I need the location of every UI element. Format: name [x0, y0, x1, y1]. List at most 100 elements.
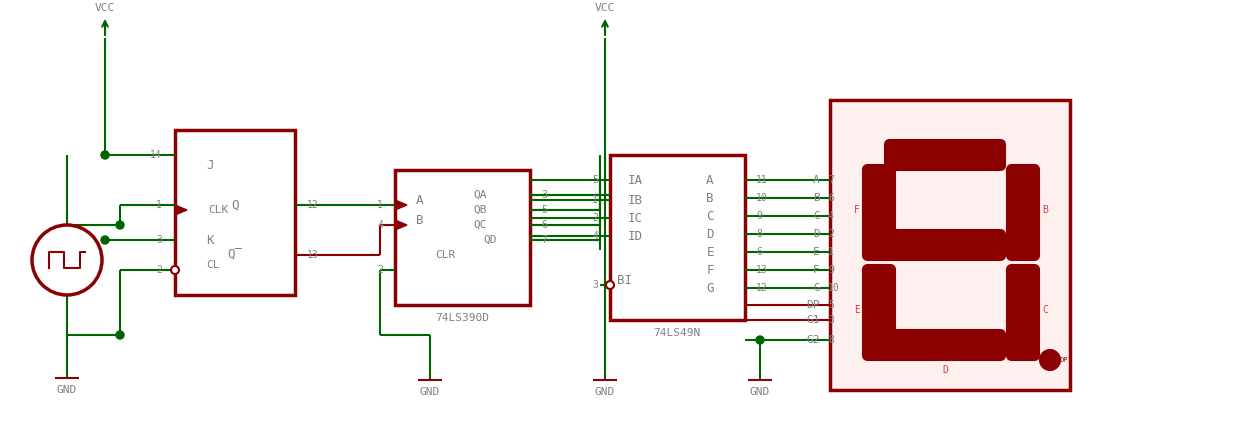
Polygon shape	[396, 200, 407, 210]
Text: E: E	[854, 305, 860, 315]
FancyBboxPatch shape	[830, 100, 1070, 390]
Text: 6: 6	[756, 247, 761, 257]
Text: 3: 3	[592, 280, 598, 290]
Text: 2: 2	[377, 265, 383, 275]
Text: G2: G2	[806, 335, 820, 345]
Text: A: A	[814, 175, 820, 185]
Circle shape	[116, 331, 124, 339]
Text: F: F	[814, 265, 820, 275]
FancyBboxPatch shape	[610, 155, 745, 320]
Polygon shape	[175, 205, 187, 215]
Text: ID: ID	[628, 230, 643, 242]
Text: K: K	[206, 233, 213, 247]
Text: B: B	[417, 214, 424, 226]
Circle shape	[756, 336, 764, 344]
Text: 12: 12	[756, 283, 768, 293]
Text: G: G	[706, 281, 714, 294]
Text: 13: 13	[307, 250, 318, 260]
Text: QA: QA	[473, 190, 487, 200]
FancyBboxPatch shape	[885, 330, 1005, 360]
Text: 1: 1	[592, 195, 598, 205]
Text: E: E	[814, 247, 820, 257]
Text: QD: QD	[483, 235, 497, 245]
Text: DP: DP	[806, 300, 820, 310]
Text: 4: 4	[592, 231, 598, 241]
Text: BI: BI	[618, 274, 633, 286]
Text: CLR: CLR	[434, 250, 456, 260]
Text: QB: QB	[473, 205, 487, 215]
Text: C: C	[814, 211, 820, 221]
Text: 9: 9	[756, 211, 761, 221]
Text: Q̅: Q̅	[227, 248, 242, 261]
Text: CL: CL	[206, 260, 220, 270]
Text: 3: 3	[156, 235, 162, 245]
Text: A: A	[706, 173, 714, 187]
FancyBboxPatch shape	[396, 170, 530, 305]
Text: A: A	[942, 150, 948, 160]
FancyBboxPatch shape	[864, 265, 895, 360]
Text: 13: 13	[756, 265, 768, 275]
Text: 4: 4	[827, 211, 834, 221]
Text: B: B	[706, 192, 714, 204]
FancyBboxPatch shape	[885, 230, 1005, 260]
Text: D: D	[814, 229, 820, 239]
Text: B: B	[814, 193, 820, 203]
FancyBboxPatch shape	[885, 140, 1005, 170]
Circle shape	[171, 266, 178, 274]
Text: 14: 14	[150, 150, 162, 160]
Circle shape	[116, 221, 124, 229]
Text: Q: Q	[231, 198, 238, 212]
Text: 10: 10	[827, 283, 840, 293]
Text: 74LS49N: 74LS49N	[654, 328, 700, 338]
Text: QC: QC	[473, 220, 487, 230]
Circle shape	[101, 236, 109, 244]
Text: VCC: VCC	[595, 3, 615, 13]
Text: 6: 6	[827, 193, 834, 203]
Polygon shape	[396, 220, 407, 230]
FancyBboxPatch shape	[864, 165, 895, 260]
Text: A: A	[417, 193, 424, 206]
Circle shape	[101, 151, 109, 159]
Text: 5: 5	[592, 175, 598, 185]
Text: GND: GND	[595, 387, 615, 397]
Text: 2: 2	[592, 213, 598, 223]
Text: 1: 1	[156, 200, 162, 210]
Text: C: C	[1042, 305, 1048, 315]
Text: 2: 2	[827, 229, 834, 239]
Text: 3: 3	[827, 315, 834, 325]
Text: CLK: CLK	[208, 205, 228, 215]
Text: G: G	[814, 283, 820, 293]
Text: 8: 8	[756, 229, 761, 239]
Text: 11: 11	[756, 175, 768, 185]
FancyBboxPatch shape	[1007, 165, 1040, 260]
Text: GND: GND	[419, 387, 441, 397]
Text: 7: 7	[540, 235, 547, 245]
Text: 6: 6	[540, 220, 547, 230]
Text: D: D	[942, 365, 948, 375]
Text: DP: DP	[1060, 357, 1068, 363]
Text: 4: 4	[377, 220, 383, 230]
Text: IA: IA	[628, 173, 643, 187]
Text: GND: GND	[57, 385, 77, 395]
Text: D: D	[706, 228, 714, 241]
Text: IC: IC	[628, 212, 643, 225]
Text: G1: G1	[806, 315, 820, 325]
Text: 8: 8	[827, 335, 834, 345]
Text: GND: GND	[750, 387, 770, 397]
Text: 1: 1	[377, 200, 383, 210]
Circle shape	[32, 225, 102, 295]
Text: 5: 5	[540, 205, 547, 215]
Text: IB: IB	[628, 193, 643, 206]
Text: 3: 3	[540, 190, 547, 200]
Text: 10: 10	[756, 193, 768, 203]
Text: J: J	[206, 159, 213, 171]
Text: C: C	[706, 209, 714, 222]
Text: F: F	[706, 264, 714, 277]
Text: 9: 9	[827, 265, 834, 275]
Text: E: E	[706, 245, 714, 258]
Text: 74LS390D: 74LS390D	[436, 313, 489, 323]
Text: 5: 5	[827, 300, 834, 310]
Text: 7: 7	[827, 175, 834, 185]
Text: 12: 12	[307, 200, 318, 210]
Circle shape	[1040, 350, 1060, 370]
